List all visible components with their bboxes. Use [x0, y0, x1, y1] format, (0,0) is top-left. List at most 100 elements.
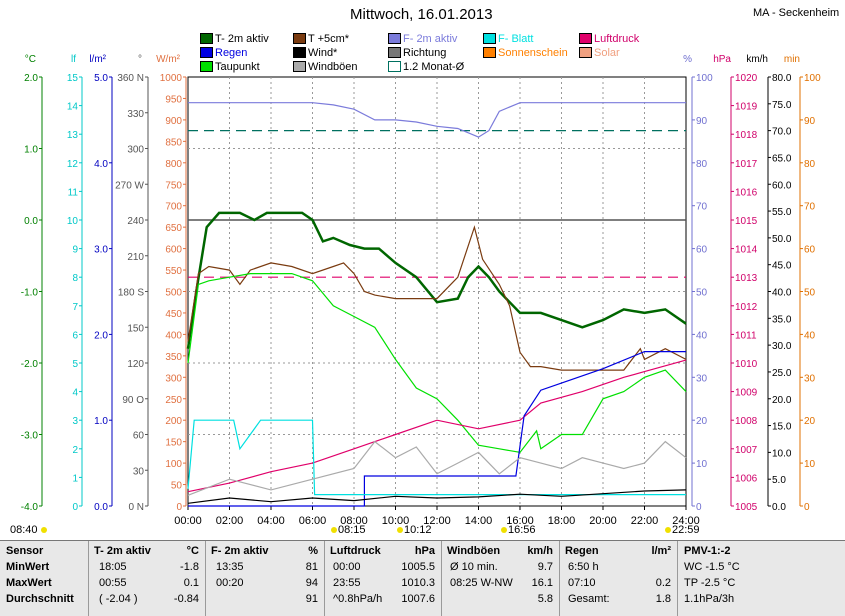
legend-swatch [200, 33, 213, 44]
axis-unit: l/m² [89, 54, 106, 65]
axis-tick-label: 2.0 [24, 73, 38, 84]
axis-tick-label: 12 [67, 159, 79, 170]
axis-tick-label: 500 [165, 288, 182, 299]
axis-tick-label: 80 [696, 159, 708, 170]
legend-swatch [200, 61, 213, 72]
stats-time: 07:10 [568, 577, 596, 589]
stats-value: 1007.6 [401, 593, 435, 605]
series-line-t-5cm- [187, 225, 687, 371]
legend-swatch [483, 33, 496, 44]
axis-tick-label: 1009 [735, 388, 758, 399]
stats-value: 1010.3 [401, 577, 435, 589]
x-tick-label: 04:00 [257, 515, 285, 527]
axis-tick-label: 75.0 [772, 100, 792, 111]
axis-tick-label: 6 [72, 330, 78, 341]
x-tick-label: 10:00 [382, 515, 410, 527]
axis-tick-label: 40.0 [772, 288, 792, 299]
axis-tick-label: 10 [804, 459, 816, 470]
stats-time: 00:55 [99, 577, 127, 589]
x-tick-label: 14:00 [465, 515, 493, 527]
axis-tick-label: 1.0 [94, 416, 108, 427]
series-line-wind- [187, 489, 687, 504]
axis-tick-label: 1 [72, 473, 78, 484]
axis-tick-label: 1005 [735, 502, 758, 513]
axis-tick-label: 15 [67, 73, 79, 84]
stats-time: 18:05 [99, 561, 127, 573]
sun-marker [665, 527, 671, 533]
stats-row-label: MinWert [6, 561, 50, 573]
axis-tick-label: 35.0 [772, 314, 792, 325]
stats-value: 9.7 [537, 561, 553, 573]
stats-value: 16.1 [531, 577, 553, 589]
time-marker: 16:56 [508, 524, 536, 536]
plot-area [187, 76, 687, 507]
stats-value: 5.8 [537, 593, 553, 605]
axis-tick-label: 1010 [735, 359, 758, 370]
legend-label: T +5cm* [308, 33, 350, 45]
axis-tick-label: 1000 [160, 73, 183, 84]
x-tick-label: 16:00 [506, 515, 534, 527]
stats-header-sensor: Sensor [6, 545, 44, 557]
axis-tick-label: 1016 [735, 187, 758, 198]
axis-unit: °C [25, 54, 36, 65]
series-line-regen [188, 351, 686, 507]
axis-tick-label: 65.0 [772, 153, 792, 164]
axis-tick-label: 1008 [735, 416, 758, 427]
axis-tick-label: 0.0 [94, 502, 108, 513]
stats-header-rain: Regen [565, 545, 599, 557]
axis-tick-label: 240 [127, 216, 144, 227]
axis-tick-label: 70 [804, 202, 816, 213]
axis-unit: % [683, 54, 692, 65]
axis-tick-label: 1020 [735, 73, 758, 84]
axis-tick-label: 60.0 [772, 180, 792, 191]
axis-tick-label: 850 [165, 137, 182, 148]
time-marker: 08:15 [338, 524, 366, 536]
stats-value: 0.1 [183, 577, 199, 589]
x-tick-label: 22:00 [631, 515, 659, 527]
stats-value: 1005.5 [401, 561, 435, 573]
axis-tick-label: 400 [165, 330, 182, 341]
legend-label: F- Blatt [498, 33, 534, 45]
axis-tick-label: 20 [804, 416, 816, 427]
axis-tick-label: 10 [696, 459, 708, 470]
stats-header-pressure: Luftdruck [330, 545, 381, 557]
axis-tick-label: 0.0 [772, 502, 786, 513]
axis-tick-label: 1.0 [24, 145, 38, 156]
stats-row-label: MaxWert [6, 577, 52, 589]
x-tick-label: 18:00 [548, 515, 576, 527]
axis-tick-label: 25.0 [772, 368, 792, 379]
legend-swatch [293, 47, 306, 58]
axis-tick-label: -1.0 [21, 288, 39, 299]
series-line-f-blatt [187, 419, 686, 496]
x-tick-label: 12:00 [423, 515, 451, 527]
axis-tick-label: 300 [127, 145, 144, 156]
stats-pmv-line: 1.1hPa/3h [684, 593, 735, 605]
axis-tick-label: 0 [696, 502, 702, 513]
axis-tick-label: 40 [696, 330, 708, 341]
axis-tick-label: 70 [696, 202, 708, 213]
x-tick-label: 20:00 [589, 515, 617, 527]
stats-value: 0.2 [655, 577, 671, 589]
stats-time: Ø 10 min. [450, 561, 498, 573]
axis-tick-label: 50 [696, 288, 708, 299]
axis-tick-label: -3.0 [21, 431, 39, 442]
stats-unit-rain: l/m² [651, 545, 671, 557]
axis-tick-label: 11 [68, 187, 79, 198]
stats-time: 23:55 [333, 577, 361, 589]
axis-tick-label: 120 [127, 359, 144, 370]
stats-col-pmv: PMV-1:-2 WC -1.5 °C TP -2.5 °C 1.1hPa/3h [678, 541, 838, 616]
axis-tick-label: 80.0 [772, 73, 792, 84]
time-marker: 10:12 [404, 524, 432, 536]
axis-unit: W/m² [156, 54, 181, 65]
axis-tick-label: 1012 [735, 302, 758, 313]
chart-title: Mittwoch, 16.01.2013 [350, 6, 493, 23]
axis-tick-label: 40 [804, 330, 816, 341]
legend-swatch [579, 33, 592, 44]
stats-value: -1.8 [180, 561, 199, 573]
legend-label: 1.2 Monat-Ø [403, 61, 465, 73]
sun-marker [41, 527, 47, 533]
stats-header-temp: T- 2m aktiv [94, 545, 151, 557]
stats-col-temp: T- 2m aktiv °C 18:05 -1.8 00:55 0.1 ( -2… [89, 541, 205, 616]
axis-tick-label: 2 [72, 445, 78, 456]
axis-tick-label: 7 [72, 302, 78, 313]
